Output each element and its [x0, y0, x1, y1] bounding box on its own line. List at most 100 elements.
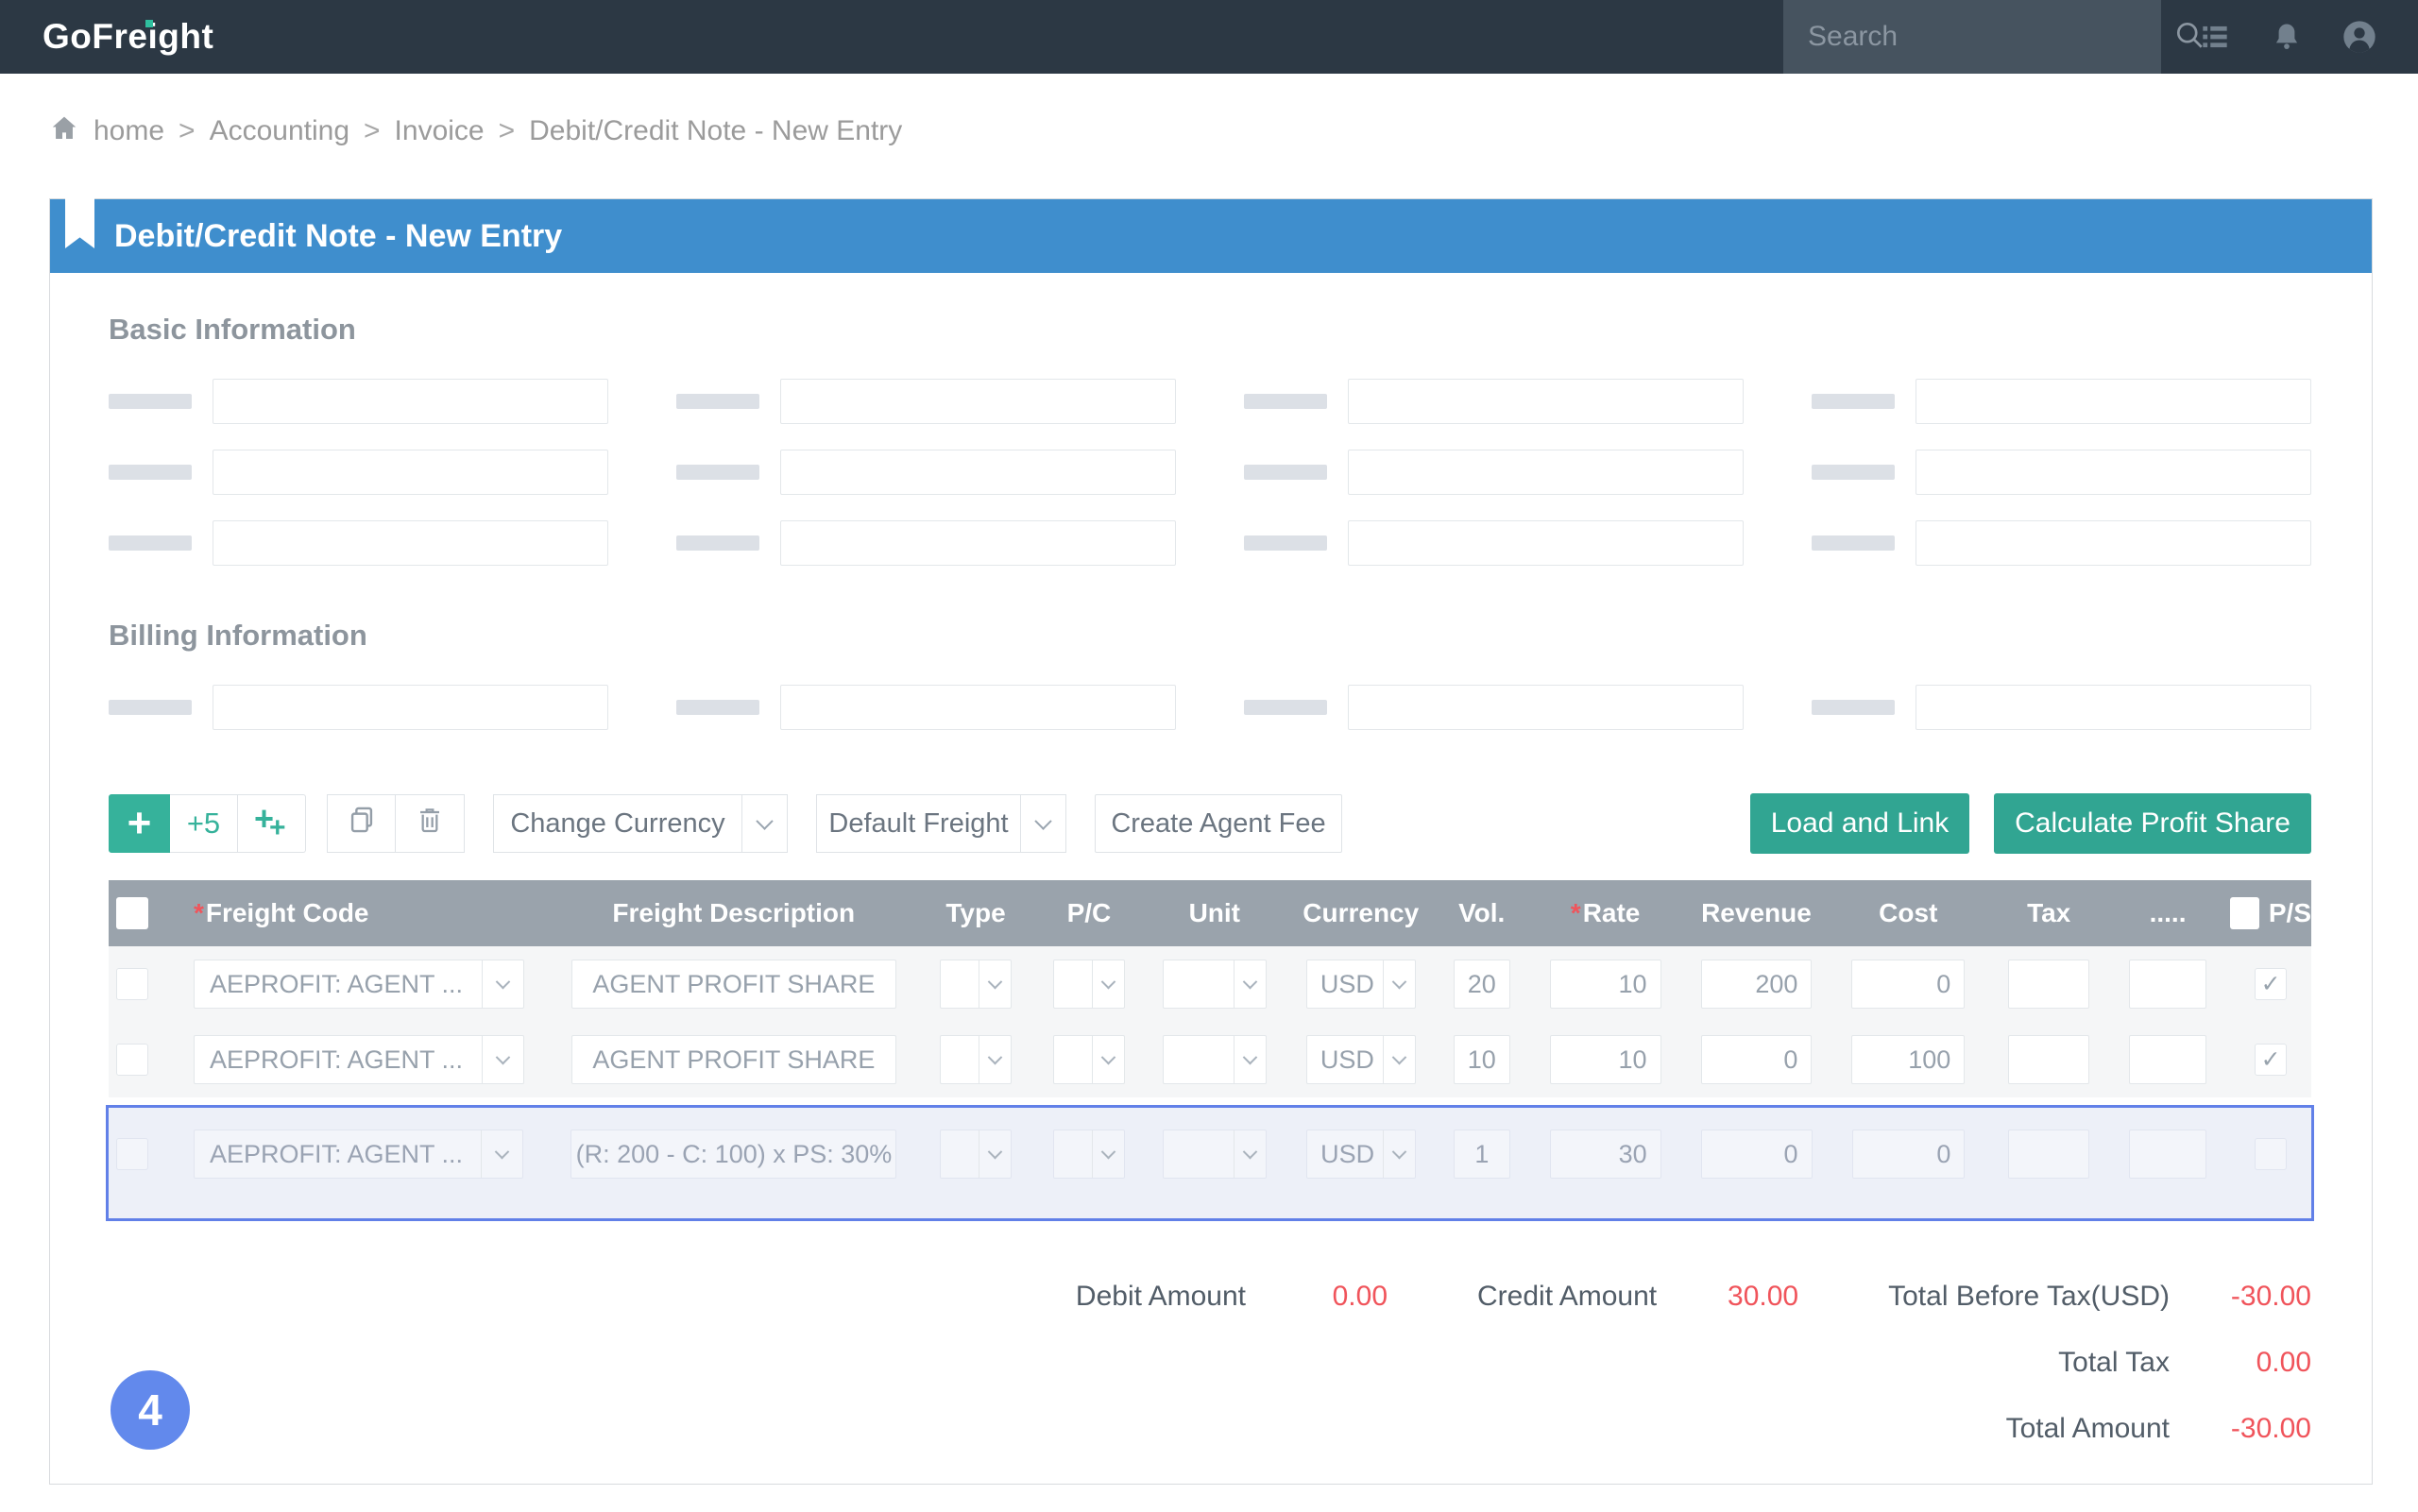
- cost-value: 0: [1936, 969, 1951, 998]
- rate-input[interactable]: 10: [1549, 1035, 1661, 1084]
- text-input[interactable]: [1916, 685, 2311, 730]
- breadcrumb-invoice[interactable]: Invoice: [394, 115, 485, 146]
- vol-input[interactable]: 1: [1453, 1130, 1510, 1179]
- search-input[interactable]: [1808, 21, 2172, 53]
- tax-input[interactable]: [2008, 1035, 2090, 1084]
- chevron-down-icon: [1382, 1036, 1415, 1083]
- text-input[interactable]: [1348, 450, 1744, 495]
- field-label-placeholder: [1244, 700, 1327, 715]
- revenue-input[interactable]: 0: [1700, 1035, 1813, 1084]
- vol-input[interactable]: 10: [1453, 1035, 1510, 1084]
- required-asterisk: *: [193, 898, 204, 927]
- ps-checkbox[interactable]: [2255, 1138, 2288, 1170]
- copy-row-button[interactable]: [327, 794, 396, 853]
- chevron-down-icon: [1020, 795, 1065, 852]
- freight-description-input[interactable]: (R: 200 - C: 100) x PS: 30%: [570, 1130, 897, 1179]
- extra-input[interactable]: [2129, 960, 2207, 1009]
- freight-description-input[interactable]: AGENT PROFIT SHARE: [570, 1035, 897, 1084]
- basic-information-heading: Basic Information: [109, 313, 356, 346]
- pc-select[interactable]: [1053, 960, 1125, 1009]
- load-and-link-button[interactable]: Load and Link: [1750, 793, 1969, 854]
- bell-icon[interactable]: [2269, 19, 2305, 55]
- text-input[interactable]: [1916, 450, 2311, 495]
- unit-select[interactable]: [1163, 960, 1267, 1009]
- freight-code-select[interactable]: AEPROFIT: AGENT ...: [193, 960, 524, 1009]
- text-input[interactable]: [780, 450, 1176, 495]
- extra-input[interactable]: [2129, 1035, 2207, 1084]
- search-bar[interactable]: [1783, 0, 2203, 74]
- breadcrumb-accounting[interactable]: Accounting: [209, 115, 350, 146]
- text-input[interactable]: [213, 520, 608, 566]
- currency-select[interactable]: USD: [1306, 1130, 1416, 1179]
- row-checkbox[interactable]: [115, 968, 148, 1000]
- text-input[interactable]: [1916, 379, 2311, 424]
- cost-input[interactable]: 0: [1851, 960, 1966, 1009]
- freight-description-input[interactable]: AGENT PROFIT SHARE: [570, 960, 897, 1009]
- unit-select[interactable]: [1163, 1130, 1268, 1179]
- highlighted-row-container: AEPROFIT: AGENT ... (R: 200 - C: 100) x …: [106, 1105, 2314, 1221]
- pc-select[interactable]: [1053, 1130, 1126, 1179]
- home-icon[interactable]: [49, 112, 79, 150]
- calculate-profit-share-button[interactable]: Calculate Profit Share: [1994, 793, 2311, 854]
- unit-select[interactable]: [1163, 1035, 1267, 1084]
- delete-row-button[interactable]: [396, 794, 465, 853]
- rate-input[interactable]: 30: [1549, 1130, 1661, 1179]
- add-row-button[interactable]: +: [109, 794, 170, 853]
- type-select[interactable]: [940, 1130, 1013, 1179]
- text-input[interactable]: [1348, 520, 1744, 566]
- default-freight-label: Default Freight: [828, 807, 1009, 839]
- revenue-input[interactable]: 200: [1700, 960, 1813, 1009]
- text-input[interactable]: [213, 685, 608, 730]
- text-input[interactable]: [780, 520, 1176, 566]
- skeleton-field: [676, 450, 1176, 495]
- select-all-ps-checkbox[interactable]: [2230, 897, 2259, 929]
- ps-checkbox[interactable]: ✓: [2255, 1044, 2288, 1076]
- account-icon[interactable]: [2341, 18, 2378, 56]
- total-before-tax-label: Total Before Tax(USD): [1888, 1281, 2170, 1312]
- gofreight-logo[interactable]: GoFreight: [43, 17, 214, 56]
- freight-description-value: (R: 200 - C: 100) x PS: 30%: [575, 1139, 893, 1168]
- create-agent-fee-button[interactable]: Create Agent Fee: [1095, 794, 1342, 853]
- cost-value: 0: [1936, 1139, 1951, 1168]
- vol-input[interactable]: 20: [1453, 960, 1510, 1009]
- cost-input[interactable]: 0: [1851, 1130, 1966, 1179]
- skeleton-field: [1812, 450, 2311, 495]
- list-icon[interactable]: [2197, 19, 2233, 55]
- extra-input[interactable]: [2129, 1130, 2207, 1179]
- freight-code-select[interactable]: AEPROFIT: AGENT ...: [193, 1035, 524, 1084]
- row-checkbox[interactable]: [115, 1138, 148, 1170]
- default-freight-select[interactable]: Default Freight: [816, 794, 1066, 853]
- freight-code-value: AEPROFIT: AGENT ...: [209, 969, 463, 998]
- credit-amount-label: Credit Amount: [1477, 1281, 1658, 1312]
- revenue-value: 0: [1783, 1045, 1798, 1074]
- text-input[interactable]: [213, 379, 608, 424]
- pc-select[interactable]: [1053, 1035, 1125, 1084]
- add-five-rows-button[interactable]: +5: [170, 794, 238, 853]
- breadcrumb-home[interactable]: home: [94, 115, 165, 146]
- text-input[interactable]: [213, 450, 608, 495]
- type-select[interactable]: [940, 960, 1013, 1009]
- cost-input[interactable]: 100: [1851, 1035, 1966, 1084]
- select-all-checkbox[interactable]: [115, 897, 148, 929]
- text-input[interactable]: [1348, 685, 1744, 730]
- row-checkbox[interactable]: [115, 1044, 148, 1076]
- currency-select[interactable]: USD: [1305, 1035, 1416, 1084]
- add-multiple-rows-button[interactable]: + +: [238, 794, 306, 853]
- currency-select[interactable]: USD: [1305, 960, 1416, 1009]
- ps-checkbox[interactable]: ✓: [2255, 968, 2288, 1000]
- tax-input[interactable]: [2008, 960, 2090, 1009]
- column-header-vol: Vol.: [1458, 898, 1506, 927]
- tax-input[interactable]: [2008, 1130, 2090, 1179]
- freight-code-select[interactable]: AEPROFIT: AGENT ...: [193, 1130, 524, 1179]
- rate-input[interactable]: 10: [1549, 960, 1661, 1009]
- change-currency-select[interactable]: Change Currency: [493, 794, 788, 853]
- text-input[interactable]: [1348, 379, 1744, 424]
- revenue-input[interactable]: 0: [1700, 1130, 1813, 1179]
- search-icon[interactable]: [2172, 18, 2206, 57]
- chevron-down-icon: [1092, 1036, 1124, 1083]
- text-input[interactable]: [1916, 520, 2311, 566]
- type-select[interactable]: [940, 1035, 1013, 1084]
- text-input[interactable]: [780, 685, 1176, 730]
- field-label-placeholder: [109, 535, 192, 551]
- text-input[interactable]: [780, 379, 1176, 424]
